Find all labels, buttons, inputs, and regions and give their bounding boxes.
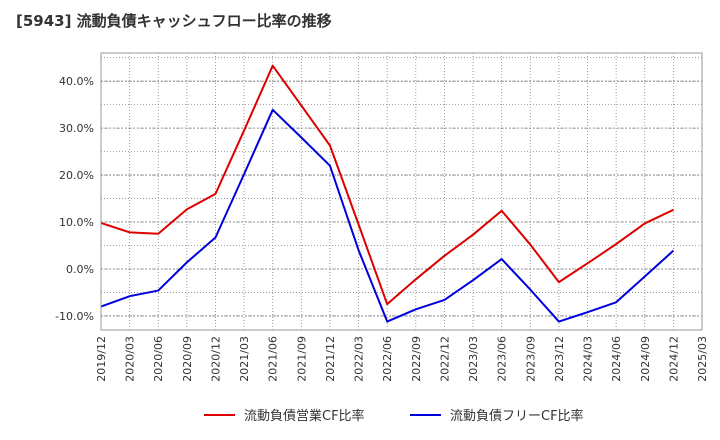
y-tick-label: 10.0% (59, 216, 94, 229)
y-tick-label: -10.0% (55, 310, 94, 323)
grid-lines (100, 53, 703, 330)
plot-frame (100, 52, 703, 331)
x-tick-label: 2021/09 (295, 336, 308, 382)
x-tick-label: 2020/09 (181, 336, 194, 382)
series-lines (100, 64, 675, 323)
x-tick-label: 2025/03 (696, 336, 709, 382)
x-tick-label: 2021/12 (324, 336, 337, 382)
y-tick-label: 20.0% (59, 169, 94, 182)
x-tick-label: 2020/06 (152, 336, 165, 382)
x-axis-ticks: 2019/12 2020/03 2020/06 2020/09 2020/12 2021/… (95, 336, 709, 382)
legend: 流動負債営業CF比率 流動負債フリーCF比率 (204, 408, 584, 424)
x-tick-label: 2022/03 (353, 336, 366, 382)
x-tick-label: 2020/12 (209, 336, 222, 382)
x-tick-label: 2024/09 (639, 336, 652, 382)
x-tick-label: 2024/12 (667, 336, 680, 382)
legend-label: 流動負債営業CF比率 (244, 408, 365, 424)
y-tick-label: 0.0% (66, 263, 94, 276)
series-line-1 (100, 64, 674, 306)
x-tick-label: 2021/03 (238, 336, 251, 382)
chart-title: [5943] 流動負債キャッシュフロー比率の推移 (16, 12, 332, 30)
x-tick-label: 2021/06 (267, 336, 280, 382)
x-tick-label: 2019/12 (95, 336, 108, 382)
x-tick-label: 2024/06 (610, 336, 623, 382)
series-line-2 (100, 108, 675, 323)
legend-label: 流動負債フリーCF比率 (450, 408, 584, 424)
x-tick-label: 2020/03 (124, 336, 137, 382)
y-tick-label: 30.0% (59, 122, 94, 135)
x-tick-label: 2023/09 (524, 336, 537, 382)
x-tick-label: 2023/03 (467, 336, 480, 382)
x-tick-label: 2022/06 (381, 336, 394, 382)
y-tick-label: 40.0% (59, 75, 94, 88)
x-tick-label: 2023/06 (496, 336, 509, 382)
x-tick-label: 2023/12 (553, 336, 566, 382)
x-tick-label: 2022/09 (410, 336, 423, 382)
x-tick-label: 2022/12 (438, 336, 451, 382)
y-axis-ticks: -10.0% 0.0% 10.0% 20.0% 30.0% 40.0% (55, 75, 94, 323)
x-tick-label: 2024/03 (582, 336, 595, 382)
